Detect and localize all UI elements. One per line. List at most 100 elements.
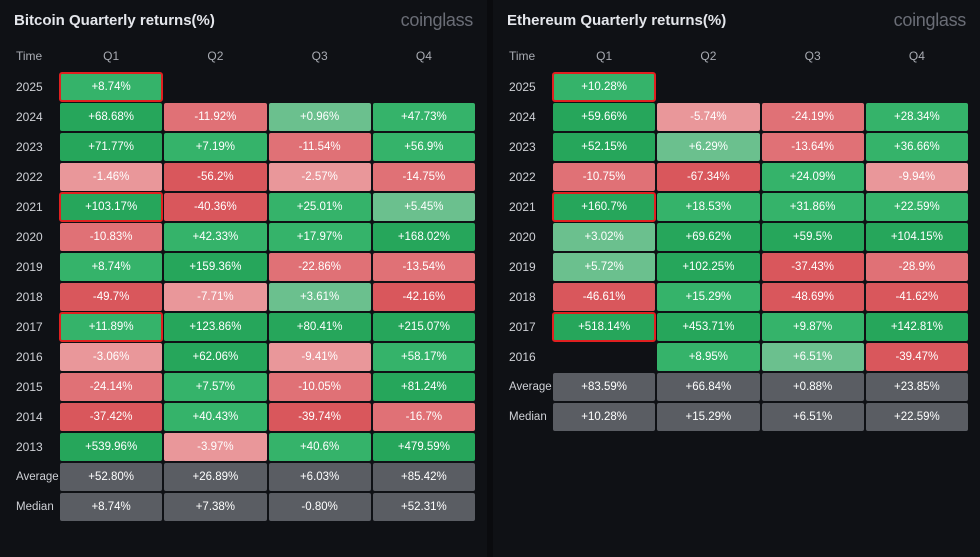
- panel-title: Ethereum Quarterly returns(%): [507, 12, 726, 29]
- return-cell: -3.06%: [60, 343, 162, 371]
- return-cell: +71.77%: [60, 133, 162, 161]
- year-label: 2021: [12, 193, 58, 221]
- return-cell: -37.43%: [762, 253, 864, 281]
- return-cell: +40.6%: [269, 433, 371, 461]
- return-cell: +3.02%: [553, 223, 655, 251]
- empty-cell: [866, 73, 968, 101]
- year-label: 2017: [12, 313, 58, 341]
- table-row: 2022-1.46%-56.2%-2.57%-14.75%: [12, 163, 475, 191]
- return-cell: +539.96%: [60, 433, 162, 461]
- return-cell: +59.66%: [553, 103, 655, 131]
- time-header: Time: [505, 45, 551, 71]
- table-row: 2018-49.7%-7.71%+3.61%-42.16%: [12, 283, 475, 311]
- returns-table-btc: TimeQ1Q2Q3Q42025+8.74%2024+68.68%-11.92%…: [10, 43, 477, 523]
- return-cell: -49.7%: [60, 283, 162, 311]
- summary-label: Average: [12, 463, 58, 491]
- table-row: 2015-24.14%+7.57%-10.05%+81.24%: [12, 373, 475, 401]
- year-label: 2013: [12, 433, 58, 461]
- year-label: 2021: [505, 193, 551, 221]
- return-cell: -39.74%: [269, 403, 371, 431]
- summary-label: Average: [505, 373, 551, 401]
- return-cell: +18.53%: [657, 193, 759, 221]
- summary-cell: +6.51%: [762, 403, 864, 431]
- return-cell: -42.16%: [373, 283, 475, 311]
- return-cell: -46.61%: [553, 283, 655, 311]
- year-label: 2016: [505, 343, 551, 371]
- year-label: 2018: [12, 283, 58, 311]
- return-cell: +47.73%: [373, 103, 475, 131]
- return-cell: +8.74%: [60, 73, 162, 101]
- table-row: 2020-10.83%+42.33%+17.97%+168.02%: [12, 223, 475, 251]
- summary-cell: +52.80%: [60, 463, 162, 491]
- table-row: 2014-37.42%+40.43%-39.74%-16.7%: [12, 403, 475, 431]
- summary-cell: +26.89%: [164, 463, 266, 491]
- summary-cell: +7.38%: [164, 493, 266, 521]
- quarter-header: Q2: [657, 45, 759, 71]
- return-cell: -39.47%: [866, 343, 968, 371]
- table-row: 2019+5.72%+102.25%-37.43%-28.9%: [505, 253, 968, 281]
- return-cell: +104.15%: [866, 223, 968, 251]
- year-label: 2024: [505, 103, 551, 131]
- return-cell: -14.75%: [373, 163, 475, 191]
- return-cell: +9.87%: [762, 313, 864, 341]
- brand-logo: coinglass: [401, 10, 473, 31]
- year-label: 2022: [12, 163, 58, 191]
- return-cell: +42.33%: [164, 223, 266, 251]
- return-cell: -28.9%: [866, 253, 968, 281]
- return-cell: -2.57%: [269, 163, 371, 191]
- summary-cell: +15.29%: [657, 403, 759, 431]
- return-cell: +40.43%: [164, 403, 266, 431]
- empty-cell: [164, 73, 266, 101]
- return-cell: +159.36%: [164, 253, 266, 281]
- empty-cell: [657, 73, 759, 101]
- year-label: 2023: [12, 133, 58, 161]
- summary-row: Average+52.80%+26.89%+6.03%+85.42%: [12, 463, 475, 491]
- year-label: 2020: [505, 223, 551, 251]
- return-cell: +8.74%: [60, 253, 162, 281]
- return-cell: -7.71%: [164, 283, 266, 311]
- return-cell: +123.86%: [164, 313, 266, 341]
- summary-cell: +52.31%: [373, 493, 475, 521]
- return-cell: +7.19%: [164, 133, 266, 161]
- return-cell: +5.72%: [553, 253, 655, 281]
- table-row: 2013+539.96%-3.97%+40.6%+479.59%: [12, 433, 475, 461]
- return-cell: +6.51%: [762, 343, 864, 371]
- panel-header: Ethereum Quarterly returns(%) coinglass: [503, 10, 970, 31]
- table-row: 2024+59.66%-5.74%-24.19%+28.34%: [505, 103, 968, 131]
- summary-cell: +83.59%: [553, 373, 655, 401]
- return-cell: -9.94%: [866, 163, 968, 191]
- return-cell: -13.54%: [373, 253, 475, 281]
- return-cell: -22.86%: [269, 253, 371, 281]
- return-cell: -9.41%: [269, 343, 371, 371]
- return-cell: -11.54%: [269, 133, 371, 161]
- return-cell: -41.62%: [866, 283, 968, 311]
- table-row: 2020+3.02%+69.62%+59.5%+104.15%: [505, 223, 968, 251]
- return-cell: +31.86%: [762, 193, 864, 221]
- summary-cell: +23.85%: [866, 373, 968, 401]
- year-label: 2023: [505, 133, 551, 161]
- return-cell: -10.83%: [60, 223, 162, 251]
- brand-logo: coinglass: [894, 10, 966, 31]
- return-cell: -10.75%: [553, 163, 655, 191]
- empty-cell: [553, 343, 655, 371]
- return-cell: +168.02%: [373, 223, 475, 251]
- return-cell: +142.81%: [866, 313, 968, 341]
- return-cell: -3.97%: [164, 433, 266, 461]
- table-row: 2017+518.14%+453.71%+9.87%+142.81%: [505, 313, 968, 341]
- panel-header: Bitcoin Quarterly returns(%) coinglass: [10, 10, 477, 31]
- return-cell: -10.05%: [269, 373, 371, 401]
- return-cell: -24.19%: [762, 103, 864, 131]
- return-cell: -40.36%: [164, 193, 266, 221]
- return-cell: +518.14%: [553, 313, 655, 341]
- panel-title: Bitcoin Quarterly returns(%): [14, 12, 215, 29]
- return-cell: +11.89%: [60, 313, 162, 341]
- table-row: 2016-3.06%+62.06%-9.41%+58.17%: [12, 343, 475, 371]
- return-cell: +215.07%: [373, 313, 475, 341]
- return-cell: +479.59%: [373, 433, 475, 461]
- return-cell: -16.7%: [373, 403, 475, 431]
- return-cell: -48.69%: [762, 283, 864, 311]
- year-label: 2025: [12, 73, 58, 101]
- year-label: 2015: [12, 373, 58, 401]
- return-cell: +58.17%: [373, 343, 475, 371]
- return-cell: +59.5%: [762, 223, 864, 251]
